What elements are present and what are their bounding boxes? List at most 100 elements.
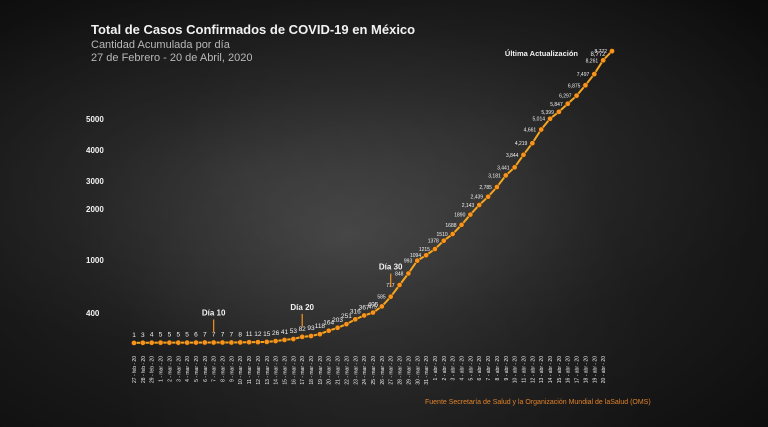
data-point <box>476 202 483 208</box>
data-label: 82 <box>299 326 307 333</box>
annotation-label: Última Actualización <box>505 49 578 58</box>
data-point <box>317 331 323 337</box>
x-tick-label: 12 - abr - 20 <box>530 356 536 383</box>
data-point <box>529 140 536 147</box>
x-tick-label: 3 - abr - 20 <box>451 356 457 381</box>
data-label: 3,844 <box>506 153 519 159</box>
x-tick-label: 15 - abr - 20 <box>557 356 563 383</box>
data-point <box>263 339 270 345</box>
x-tick-label: 5 - mar - 20 <box>194 356 200 382</box>
x-tick-label: 13 - abr - 20 <box>539 356 545 383</box>
annotation-label: Día 20 <box>290 303 314 312</box>
data-point <box>414 257 421 264</box>
data-label: 53 <box>290 328 298 335</box>
data-label: 1688 <box>445 223 456 229</box>
data-label: 4 <box>150 332 154 339</box>
x-tick-label: 8 - abr - 20 <box>495 356 501 381</box>
x-tick-label: 29 - feb - 20 <box>150 356 156 383</box>
data-label: 4,219 <box>515 141 528 147</box>
x-tick-label: 21 - mar - 20 <box>336 356 342 385</box>
data-point <box>485 193 491 200</box>
x-tick-label: 3 - mar - 20 <box>176 356 182 382</box>
annotation-label: Día 10 <box>202 308 226 317</box>
data-label: 1094 <box>410 253 421 259</box>
data-label: 848 <box>395 271 404 277</box>
chart-title: Total de Casos Confirmados de COVID-19 e… <box>91 22 416 37</box>
data-label: 367 <box>359 304 370 311</box>
y-tick-label: 2000 <box>86 205 104 214</box>
data-point <box>334 324 341 331</box>
data-label: 2,143 <box>462 203 475 209</box>
x-tick-label: 6 - mar - 20 <box>203 356 209 382</box>
data-label: 1 <box>132 332 136 339</box>
x-tick-label: 16 - abr - 20 <box>566 356 572 383</box>
data-point <box>458 222 465 228</box>
data-point <box>272 338 279 344</box>
data-point <box>255 339 261 345</box>
x-tick-label: 7 - mar - 20 <box>212 356 218 382</box>
data-label: 6,875 <box>568 83 581 89</box>
x-tick-label: 26 - mar - 20 <box>380 356 386 385</box>
y-tick-label: 4000 <box>86 146 104 155</box>
data-point <box>131 340 137 346</box>
x-tick-label: 17 - mar - 20 <box>300 356 306 385</box>
data-label: 5 <box>168 332 172 339</box>
data-label: 12 <box>254 331 262 338</box>
x-tick-label: 17 - abr - 20 <box>575 356 581 383</box>
data-point <box>325 327 332 334</box>
data-point <box>157 339 164 346</box>
data-label: 585 <box>377 295 386 301</box>
data-point <box>556 108 562 115</box>
data-label: 5 <box>159 332 163 339</box>
data-point <box>396 282 403 288</box>
data-point <box>405 270 412 277</box>
data-label: 7 <box>221 331 225 338</box>
data-label: 8,261 <box>586 58 599 64</box>
data-label: 5,399 <box>541 110 554 116</box>
x-tick-label: 27 - feb - 20 <box>132 356 138 383</box>
data-point <box>538 126 545 133</box>
data-label: 993 <box>404 259 413 265</box>
data-label: 251 <box>341 313 352 320</box>
data-point <box>547 115 553 122</box>
data-point <box>387 293 394 300</box>
data-point <box>148 339 155 346</box>
x-tick-label: 25 - mar - 20 <box>371 356 377 385</box>
data-point <box>511 164 518 171</box>
data-label: 8 <box>238 331 242 338</box>
data-point <box>166 339 173 346</box>
y-tick-label: 400 <box>86 309 100 318</box>
x-tick-label: 16 - mar - 20 <box>291 356 297 385</box>
y-tick-label: 1000 <box>86 256 104 265</box>
data-point <box>494 184 500 190</box>
x-tick-label: 31 - mar - 20 <box>424 356 430 385</box>
data-label: 164 <box>323 320 334 327</box>
x-tick-label: 28 - feb - 20 <box>141 356 147 383</box>
data-point <box>600 57 606 64</box>
x-tick-label: 1 - abr - 20 <box>433 356 439 381</box>
x-tick-label: 22 - mar - 20 <box>344 356 350 385</box>
data-label: 405 <box>368 302 379 309</box>
data-point <box>308 333 314 339</box>
x-tick-label: 15 - mar - 20 <box>283 356 289 385</box>
x-tick-label: 11 - mar - 20 <box>247 356 253 384</box>
data-label: 26 <box>272 330 280 337</box>
data-label: 475 <box>369 304 378 310</box>
x-tick-label: 9 - abr - 20 <box>504 356 510 381</box>
data-label: 5,014 <box>533 117 546 123</box>
x-tick-label: 10 - abr - 20 <box>513 356 519 383</box>
x-tick-label: 2 - mar - 20 <box>167 356 173 382</box>
y-tick-label: 5000 <box>86 115 104 124</box>
data-label: 41 <box>281 329 289 336</box>
x-tick-label: 14 - abr - 20 <box>548 356 554 383</box>
data-label: 4,661 <box>524 128 537 134</box>
x-tick-label: 30 - mar - 20 <box>415 356 421 385</box>
x-tick-label: 20 - mar - 20 <box>327 356 333 385</box>
data-point <box>502 172 509 179</box>
data-point <box>370 309 376 316</box>
data-label: 1215 <box>419 247 430 253</box>
series-line <box>133 50 613 344</box>
data-point <box>281 337 288 343</box>
x-tick-label: 18 - abr - 20 <box>583 356 589 383</box>
